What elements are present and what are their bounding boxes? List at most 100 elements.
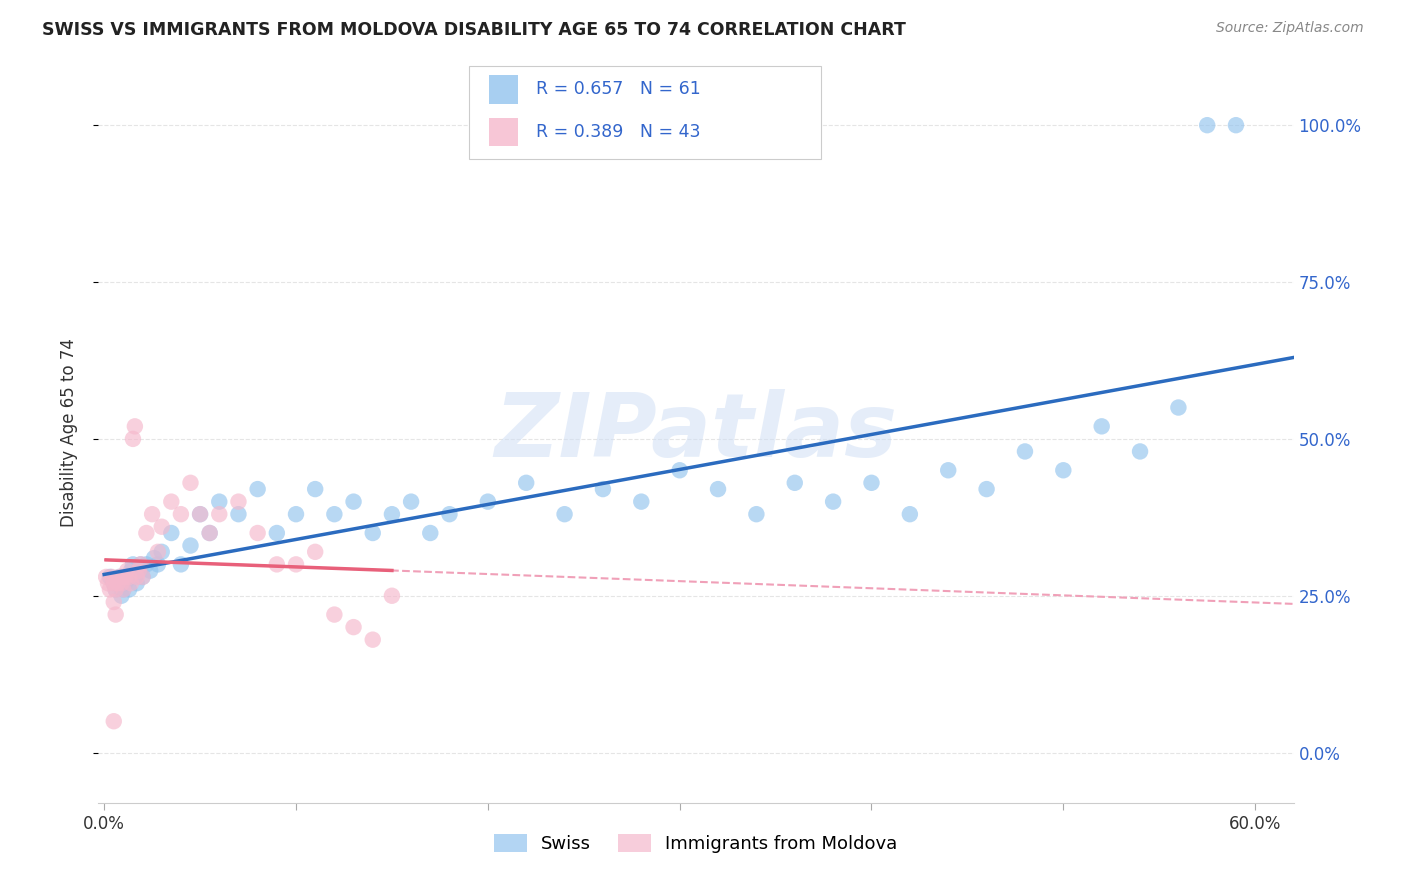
Point bbox=[188, 507, 211, 521]
Point bbox=[381, 589, 404, 603]
Point bbox=[139, 564, 162, 578]
Point bbox=[439, 507, 461, 521]
Point bbox=[110, 576, 132, 591]
Point bbox=[323, 607, 346, 622]
Point bbox=[361, 632, 384, 647]
Text: SWISS VS IMMIGRANTS FROM MOLDOVA DISABILITY AGE 65 TO 74 CORRELATION CHART: SWISS VS IMMIGRANTS FROM MOLDOVA DISABIL… bbox=[42, 21, 905, 38]
Point bbox=[745, 507, 768, 521]
Point bbox=[419, 526, 441, 541]
Point bbox=[114, 570, 136, 584]
Point bbox=[1129, 444, 1152, 458]
Point bbox=[120, 564, 142, 578]
Point bbox=[103, 595, 125, 609]
Point bbox=[515, 475, 537, 490]
Point bbox=[114, 576, 136, 591]
Point bbox=[630, 494, 652, 508]
Point bbox=[668, 463, 690, 477]
FancyBboxPatch shape bbox=[489, 118, 517, 146]
Point bbox=[122, 432, 145, 446]
Point bbox=[285, 507, 308, 521]
Point bbox=[107, 576, 129, 591]
Point bbox=[323, 507, 346, 521]
Point bbox=[246, 526, 269, 541]
Point bbox=[1225, 118, 1247, 132]
Point bbox=[170, 507, 193, 521]
Point bbox=[936, 463, 959, 477]
Point bbox=[170, 558, 193, 572]
Point bbox=[98, 570, 121, 584]
Point bbox=[146, 558, 169, 572]
Point bbox=[266, 558, 288, 572]
Point bbox=[554, 507, 576, 521]
Point bbox=[160, 494, 183, 508]
Point bbox=[141, 507, 163, 521]
Point bbox=[150, 545, 173, 559]
Point bbox=[103, 576, 125, 591]
Point bbox=[118, 582, 141, 597]
Point bbox=[150, 520, 173, 534]
Point bbox=[110, 589, 132, 603]
FancyBboxPatch shape bbox=[470, 66, 821, 159]
Point bbox=[129, 558, 152, 572]
Point bbox=[860, 475, 883, 490]
Point bbox=[103, 714, 125, 729]
Point bbox=[179, 539, 201, 553]
Point bbox=[112, 582, 135, 597]
Point bbox=[477, 494, 499, 508]
Point bbox=[1197, 118, 1219, 132]
Point bbox=[304, 545, 326, 559]
Point bbox=[135, 526, 157, 541]
Point bbox=[97, 576, 120, 591]
Point bbox=[98, 582, 121, 597]
Point bbox=[115, 564, 138, 578]
FancyBboxPatch shape bbox=[489, 76, 517, 103]
Point bbox=[128, 564, 150, 578]
Text: ZIPatlas: ZIPatlas bbox=[495, 389, 897, 476]
Point bbox=[381, 507, 404, 521]
Point bbox=[122, 558, 145, 572]
Point bbox=[399, 494, 422, 508]
Point bbox=[118, 570, 141, 584]
Point bbox=[208, 494, 231, 508]
Point bbox=[246, 482, 269, 496]
Point bbox=[228, 494, 250, 508]
Point bbox=[129, 558, 152, 572]
Y-axis label: Disability Age 65 to 74: Disability Age 65 to 74 bbox=[59, 338, 77, 527]
Point bbox=[198, 526, 221, 541]
Point bbox=[112, 570, 135, 584]
Point bbox=[128, 564, 150, 578]
Point bbox=[94, 570, 117, 584]
Point bbox=[1014, 444, 1036, 458]
Point bbox=[143, 551, 166, 566]
Point bbox=[101, 570, 124, 584]
Text: R = 0.389   N = 43: R = 0.389 N = 43 bbox=[536, 123, 700, 141]
Point bbox=[104, 582, 127, 597]
Point bbox=[125, 570, 148, 584]
Point bbox=[125, 576, 148, 591]
Point bbox=[188, 507, 211, 521]
Point bbox=[266, 526, 288, 541]
Point bbox=[783, 475, 806, 490]
Point bbox=[1091, 419, 1114, 434]
Point bbox=[104, 582, 127, 597]
Point bbox=[108, 570, 131, 584]
Point bbox=[108, 570, 131, 584]
Point bbox=[361, 526, 384, 541]
Point bbox=[285, 558, 308, 572]
Point bbox=[124, 570, 146, 584]
Point bbox=[131, 570, 153, 584]
Point bbox=[120, 576, 142, 591]
Point bbox=[208, 507, 231, 521]
Text: Source: ZipAtlas.com: Source: ZipAtlas.com bbox=[1216, 21, 1364, 35]
Point bbox=[112, 582, 135, 597]
Point bbox=[707, 482, 730, 496]
Point bbox=[115, 570, 138, 584]
Point bbox=[198, 526, 221, 541]
Point bbox=[342, 494, 364, 508]
Point bbox=[304, 482, 326, 496]
Point bbox=[104, 607, 127, 622]
Point bbox=[342, 620, 364, 634]
Point bbox=[124, 419, 146, 434]
Point bbox=[179, 475, 201, 490]
Point bbox=[107, 576, 129, 591]
